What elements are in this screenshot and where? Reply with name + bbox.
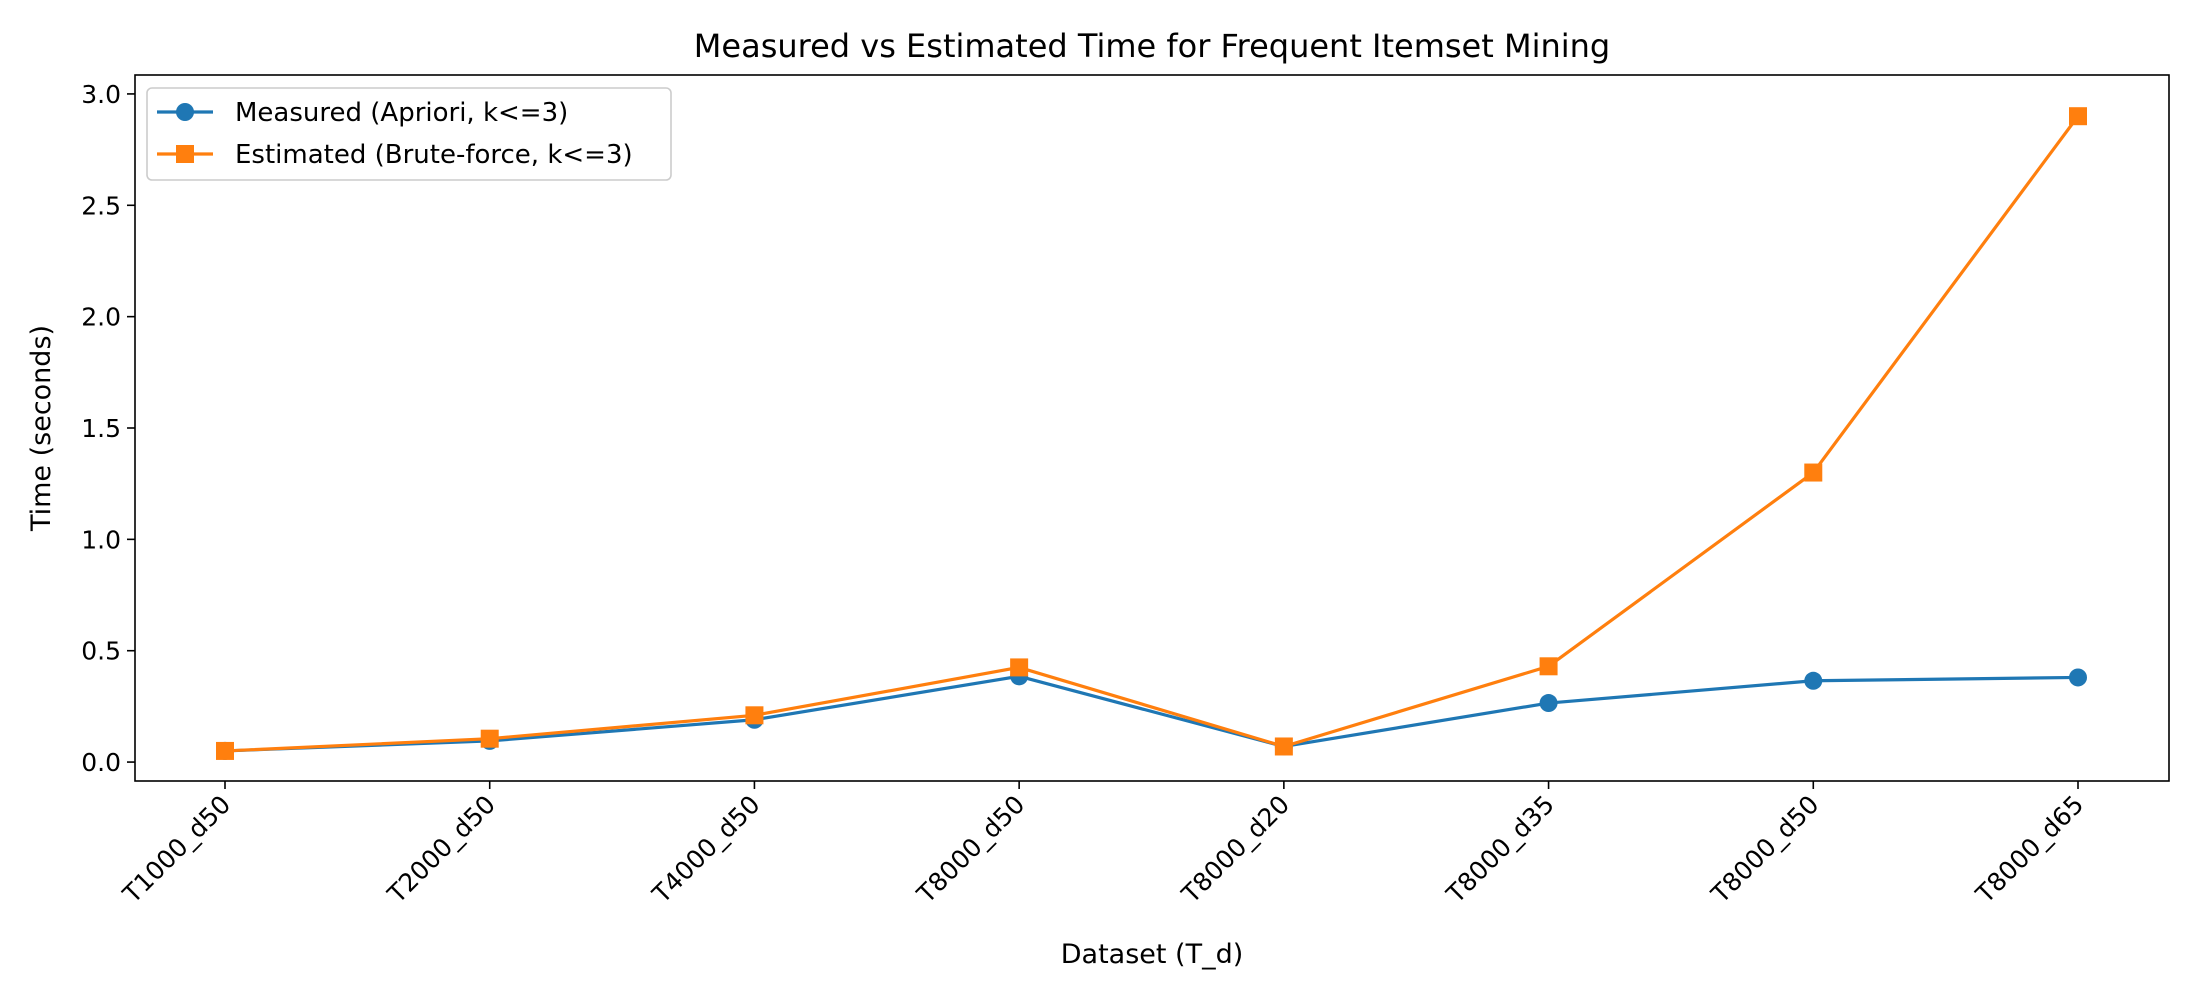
plot-frame (134, 74, 2170, 782)
legend-marker (176, 145, 194, 163)
chart-title: Measured vs Estimated Time for Frequent … (694, 27, 1610, 65)
y-axis-label: Time (seconds) (26, 325, 57, 532)
data-point (1010, 658, 1029, 677)
data-point (745, 706, 764, 725)
data-point (2069, 668, 2087, 687)
y-tick-label: 1.0 (81, 525, 121, 554)
legend-marker (176, 103, 194, 121)
series-estimated (216, 107, 2087, 760)
legend-label: Measured (Apriori, k<=3) (235, 98, 568, 128)
data-point (1539, 657, 1558, 676)
series-line (224, 115, 2080, 753)
data-point (2069, 107, 2087, 126)
legend-label: Estimated (Brute-force, k<=3) (235, 140, 633, 170)
data-point (480, 729, 499, 748)
y-tick-label: 3.0 (81, 80, 121, 109)
series-line (224, 674, 2079, 753)
plot-area (216, 107, 2087, 760)
data-point (1804, 671, 1823, 690)
legend-box (146, 87, 672, 181)
data-point (216, 741, 234, 760)
legend: Measured (Apriori, k<=3) Estimated (Brute… (146, 87, 672, 181)
y-tick-label: 0.0 (81, 748, 121, 777)
data-point (1539, 694, 1558, 713)
y-tick-label: 1.5 (81, 414, 121, 443)
data-point (1274, 737, 1293, 756)
x-axis-label: Dataset (T_d) (1061, 939, 1244, 970)
y-tick-label: 2.5 (81, 191, 121, 220)
y-tick-label: 2.0 (81, 303, 121, 332)
data-point (1804, 463, 1823, 482)
y-tick-label: 0.5 (81, 637, 121, 666)
